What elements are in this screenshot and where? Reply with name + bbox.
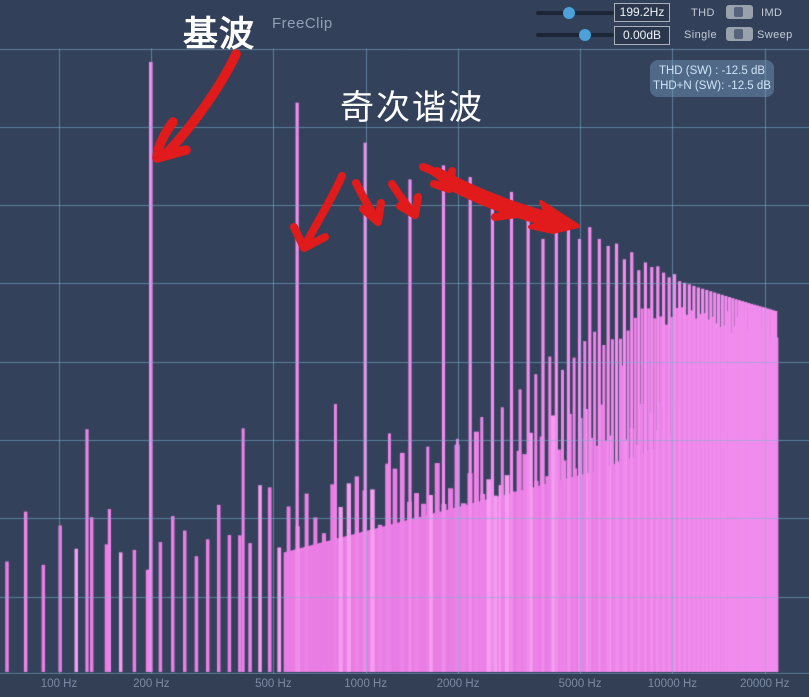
x-axis-label: 5000 Hz (558, 678, 602, 690)
thd-imd-toggle-knob[interactable] (734, 7, 743, 17)
x-axis-label: 10000 Hz (647, 678, 698, 690)
thd-readout-panel: THD (SW) : -12.5 dB THD+N (SW): -12.5 dB (650, 60, 774, 97)
x-axis-label: 500 Hz (255, 678, 292, 690)
frequency-slider[interactable] (536, 6, 614, 20)
gain-slider[interactable] (536, 28, 614, 42)
x-axis-label: 100 Hz (40, 678, 78, 690)
odd-harmonics-annotation-label: 奇次谐波 (340, 89, 484, 127)
fundamental-annotation-title: 基波 (183, 15, 256, 54)
frequency-slider-track[interactable] (536, 11, 614, 15)
top-toolbar: 基波 FreeClip 199.2Hz 0.00dB THD IMD Singl… (0, 0, 809, 54)
frequency-value-box[interactable]: 199.2Hz (614, 3, 670, 22)
gain-slider-track[interactable] (536, 33, 614, 37)
x-axis-label: 2000 Hz (436, 678, 480, 690)
app-title: FreeClip (272, 15, 333, 32)
x-axis-label: 1000 Hz (344, 678, 388, 690)
single-sweep-toggle-knob[interactable] (734, 29, 743, 39)
x-axis-label: 200 Hz (133, 678, 170, 690)
thd-sw-readout: THD (SW) : -12.5 dB (658, 65, 766, 77)
frequency-slider-thumb[interactable] (562, 7, 575, 19)
thd-imd-toggle[interactable] (726, 5, 753, 19)
thd-n-sw-readout: THD+N (SW): -12.5 dB (653, 80, 771, 92)
single-label: Single (684, 29, 717, 41)
sweep-label: Sweep (757, 29, 793, 41)
imd-label: IMD (761, 7, 783, 19)
single-sweep-toggle[interactable] (726, 27, 753, 41)
x-axis-label: 20000 Hz (740, 678, 790, 690)
gain-value-box[interactable]: 0.00dB (614, 26, 670, 45)
thd-label: THD (691, 7, 715, 19)
gain-slider-thumb[interactable] (579, 29, 592, 41)
frequency-axis: 100 Hz 200 Hz 500 Hz 1000 Hz 2000 Hz 5000 Hz 1… (0, 674, 809, 697)
